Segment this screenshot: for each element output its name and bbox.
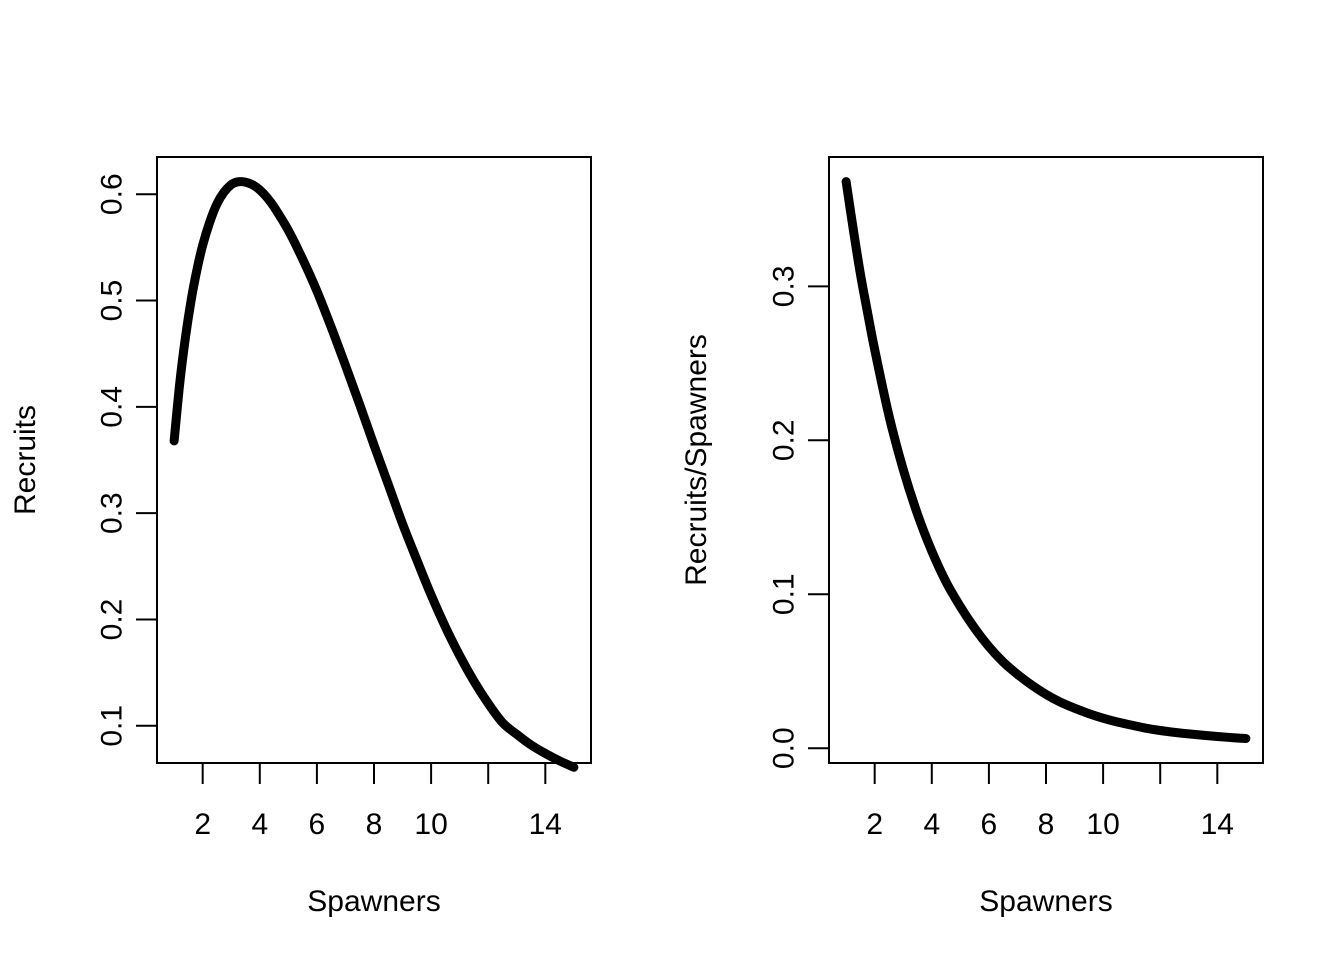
y-tick-label: 0.2 (96, 599, 129, 641)
plot-frame (156, 156, 592, 764)
plot-frame (828, 156, 1264, 764)
y-axis: 0.0 0.1 0.2 0.3 (768, 265, 830, 769)
y-tick-label: 0.1 (768, 573, 801, 615)
x-tick-label: 2 (866, 808, 883, 841)
x-tick-label: 8 (1038, 808, 1055, 841)
y-tick-label: 0.3 (768, 265, 801, 307)
y-tick-label: 0.4 (96, 386, 129, 428)
x-tick-label: 2 (194, 808, 211, 841)
recruits-per-spawner-panel: 2 4 6 8 10 14 0.0 0.1 0.2 0.3 Spawners Recruits/… (680, 156, 1264, 918)
x-axis: 2 4 6 8 10 14 (194, 762, 562, 841)
x-tick-label: 4 (923, 808, 940, 841)
x-tick-label: 6 (309, 808, 326, 841)
y-axis-title: Recruits/Spawners (680, 334, 713, 586)
x-axis-title: Spawners (307, 885, 440, 918)
x-tick-label: 8 (366, 808, 383, 841)
x-tick-label: 4 (251, 808, 268, 841)
x-tick-label: 10 (414, 808, 447, 841)
y-tick-label: 0.5 (96, 280, 129, 322)
x-tick-label: 14 (1201, 808, 1234, 841)
y-tick-label: 0.6 (96, 173, 129, 215)
y-tick-label: 0.0 (768, 727, 801, 769)
recruits-curve (169, 177, 579, 772)
y-tick-label: 0.2 (768, 419, 801, 461)
y-tick-label: 0.3 (96, 492, 129, 534)
x-tick-label: 14 (529, 808, 562, 841)
y-tick-label: 0.1 (96, 705, 129, 747)
recruits-panel: 2 4 6 8 10 14 0.1 0.2 0.3 0.4 0.5 0.6 Spawners Rec… (9, 156, 592, 918)
recruits-per-spawner-curve (841, 177, 1251, 744)
y-axis: 0.1 0.2 0.3 0.4 0.5 0.6 (96, 173, 158, 747)
y-axis-title: Recruits (9, 405, 42, 515)
x-tick-label: 6 (981, 808, 998, 841)
x-axis-title: Spawners (979, 885, 1112, 918)
x-axis: 2 4 6 8 10 14 (866, 762, 1234, 841)
x-tick-label: 10 (1086, 808, 1119, 841)
